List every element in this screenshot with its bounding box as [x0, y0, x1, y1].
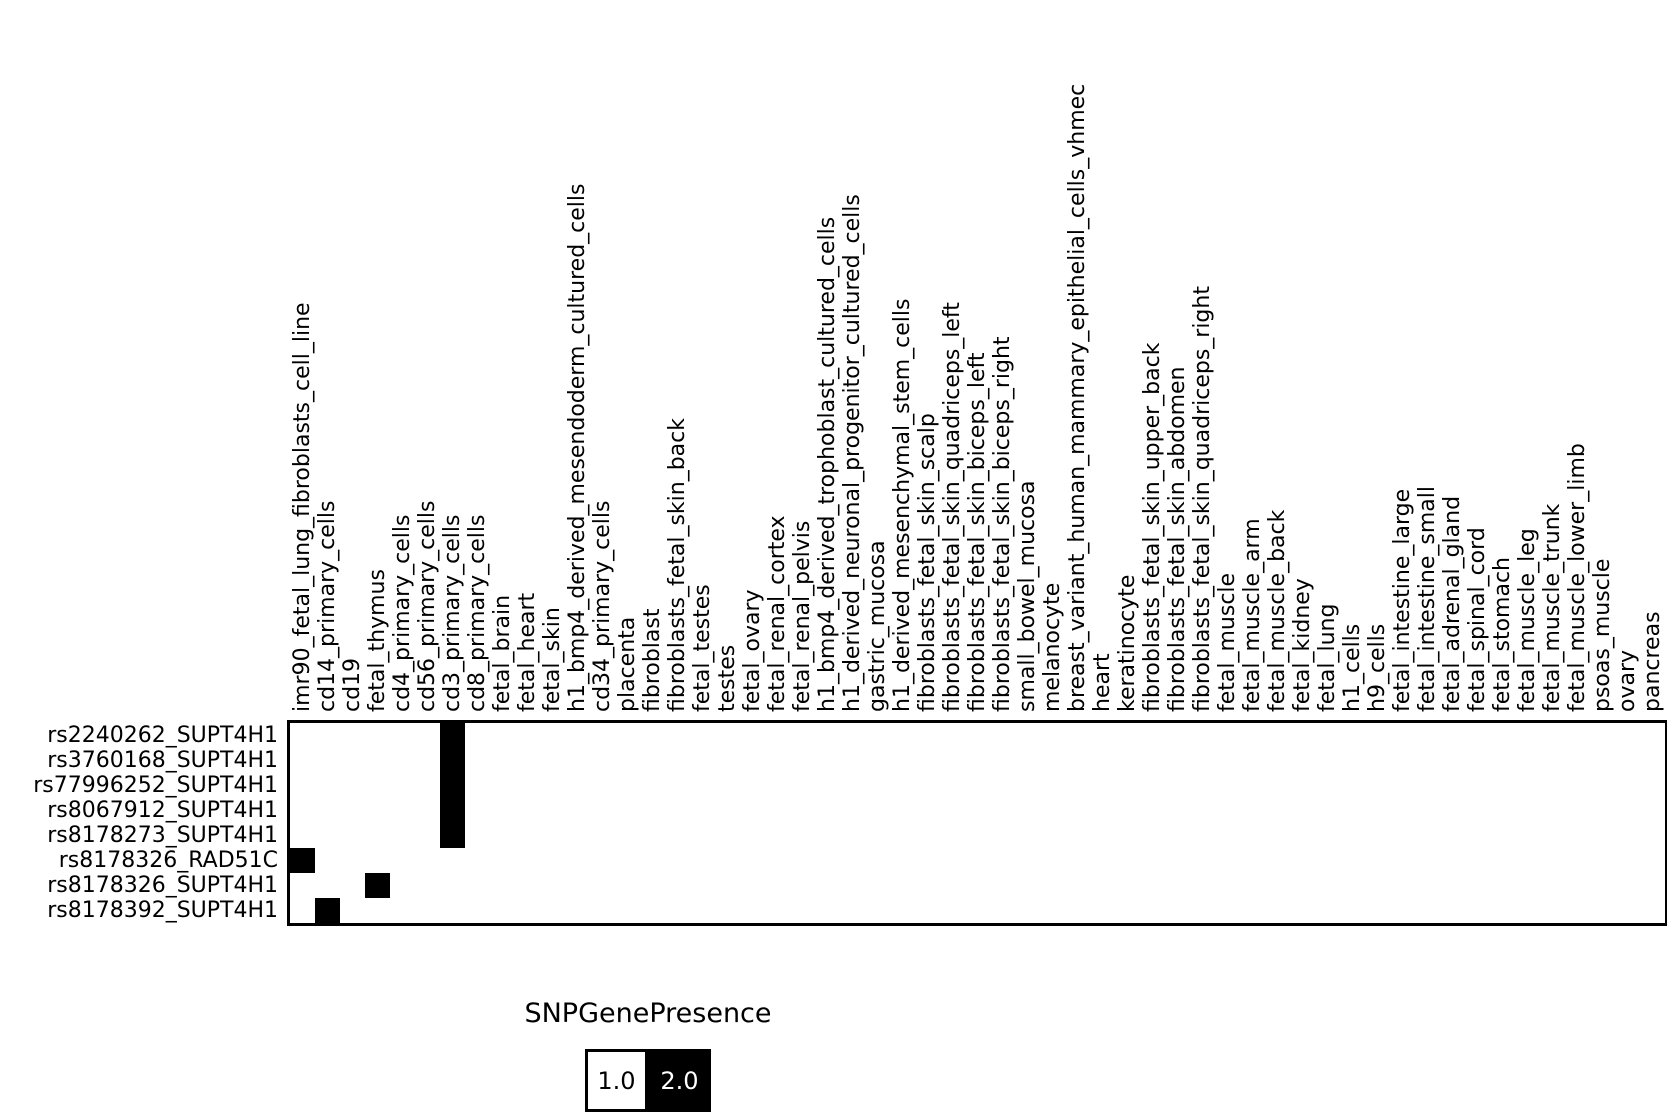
row-label: rs3760168_SUPT4H1 [47, 748, 278, 773]
heatmap-cell-on [315, 898, 340, 923]
column-label: keratinocyte [1115, 574, 1140, 712]
row-label: rs8178273_SUPT4H1 [47, 823, 278, 848]
column-label: psoas_muscle [1590, 558, 1615, 712]
column-label: h1_derived_mesenchymal_stem_cells [890, 298, 915, 712]
heatmap-cell-on [290, 848, 315, 873]
column-label: cd3_primary_cells [440, 514, 465, 712]
heatmap-cells [290, 723, 1665, 923]
row-label: rs8178326_SUPT4H1 [47, 873, 278, 898]
column-label: fibroblasts_fetal_skin_upper_back [1140, 342, 1165, 712]
column-label: testes [715, 644, 740, 712]
row-label: rs8178392_SUPT4H1 [47, 898, 278, 923]
row-label: rs77996252_SUPT4H1 [33, 773, 278, 798]
row-label: rs2240262_SUPT4H1 [47, 723, 278, 748]
column-label: fetal_ovary [740, 589, 765, 712]
column-label: cd14_primary_cells [315, 500, 340, 712]
heatmap-cell-on [440, 823, 465, 848]
column-label: melanocyte [1040, 582, 1065, 712]
column-label: h1_derived_neuronal_progenitor_cultured_… [840, 194, 865, 712]
column-label: small_bowel_mucosa [1015, 480, 1040, 712]
column-label: cd19 [340, 657, 365, 712]
column-label: fetal_testes [690, 584, 715, 712]
legend-swatch: 2.0 [648, 1049, 711, 1112]
column-label: fetal_heart [515, 592, 540, 712]
column-label: h1_bmp4_derived_mesendoderm_cultured_cel… [565, 183, 590, 713]
legend-title: SNPGenePresence [524, 998, 772, 1029]
legend-swatches: 1.0 2.0 [585, 1049, 711, 1112]
column-label: fibroblasts_fetal_skin_biceps_left [965, 352, 990, 712]
column-label: gastric_mucosa [865, 540, 890, 712]
column-label: fetal_brain [490, 594, 515, 712]
column-label: fibroblasts_fetal_skin_biceps_right [990, 336, 1015, 712]
column-label: cd34_primary_cells [590, 500, 615, 712]
heatmap-cell-on [365, 873, 390, 898]
column-label: fetal_muscle_back [1265, 509, 1290, 712]
column-label: fibroblast [640, 608, 665, 713]
column-label: fetal_muscle_trunk [1540, 503, 1565, 712]
row-label: rs8178326_RAD51C [58, 848, 278, 873]
column-label: fetal_stomach [1490, 557, 1515, 712]
column-label: fetal_lung [1315, 603, 1340, 712]
column-label: fibroblasts_fetal_skin_quadriceps_left [940, 302, 965, 712]
heatmap-frame [287, 720, 1667, 926]
column-label: fetal_muscle [1215, 572, 1240, 712]
column-label: h9_cells [1365, 623, 1390, 712]
column-label: fetal_thymus [365, 569, 390, 712]
legend-swatch: 1.0 [585, 1049, 648, 1112]
column-label: fibroblasts_fetal_skin_scalp [915, 413, 940, 712]
column-label: h1_bmp4_derived_trophoblast_cultured_cel… [815, 216, 840, 712]
column-label: fetal_skin [540, 607, 565, 712]
column-label: cd56_primary_cells [415, 500, 440, 712]
column-label: fetal_renal_cortex [765, 515, 790, 712]
column-label: fibroblasts_fetal_skin_back [665, 418, 690, 712]
row-label: rs8067912_SUPT4H1 [47, 798, 278, 823]
column-label: fetal_renal_pelvis [790, 520, 815, 712]
column-label: breast_variant_human_mammary_epithelial_… [1065, 83, 1090, 712]
column-label: fibroblasts_fetal_skin_quadriceps_right [1190, 286, 1215, 712]
heatmap-cell-on [440, 748, 465, 773]
column-label: pancreas [1640, 611, 1665, 712]
column-label: h1_cells [1340, 623, 1365, 712]
column-label: imr90_fetal_lung_fibroblasts_cell_line [290, 302, 315, 712]
heatmap-cell-on [440, 798, 465, 823]
column-label: cd4_primary_cells [390, 514, 415, 712]
heatmap-cell-on [440, 773, 465, 798]
column-label: fetal_muscle_leg [1515, 528, 1540, 712]
column-label: fetal_adrenal_gland [1440, 495, 1465, 712]
column-label: fibroblasts_fetal_skin_abdomen [1165, 366, 1190, 713]
column-label: fetal_muscle_lower_limb [1565, 443, 1590, 712]
column-label: ovary [1615, 649, 1640, 712]
column-label: placenta [615, 616, 640, 712]
column-label: fetal_muscle_arm [1240, 518, 1265, 712]
heatmap-cell-on [440, 723, 465, 748]
column-label: cd8_primary_cells [465, 514, 490, 712]
column-label: fetal_intestine_large [1390, 488, 1415, 712]
column-label: fetal_intestine_small [1415, 486, 1440, 712]
column-label: heart [1090, 653, 1115, 712]
column-label: fetal_kidney [1290, 578, 1315, 712]
column-label: fetal_spinal_cord [1465, 527, 1490, 712]
